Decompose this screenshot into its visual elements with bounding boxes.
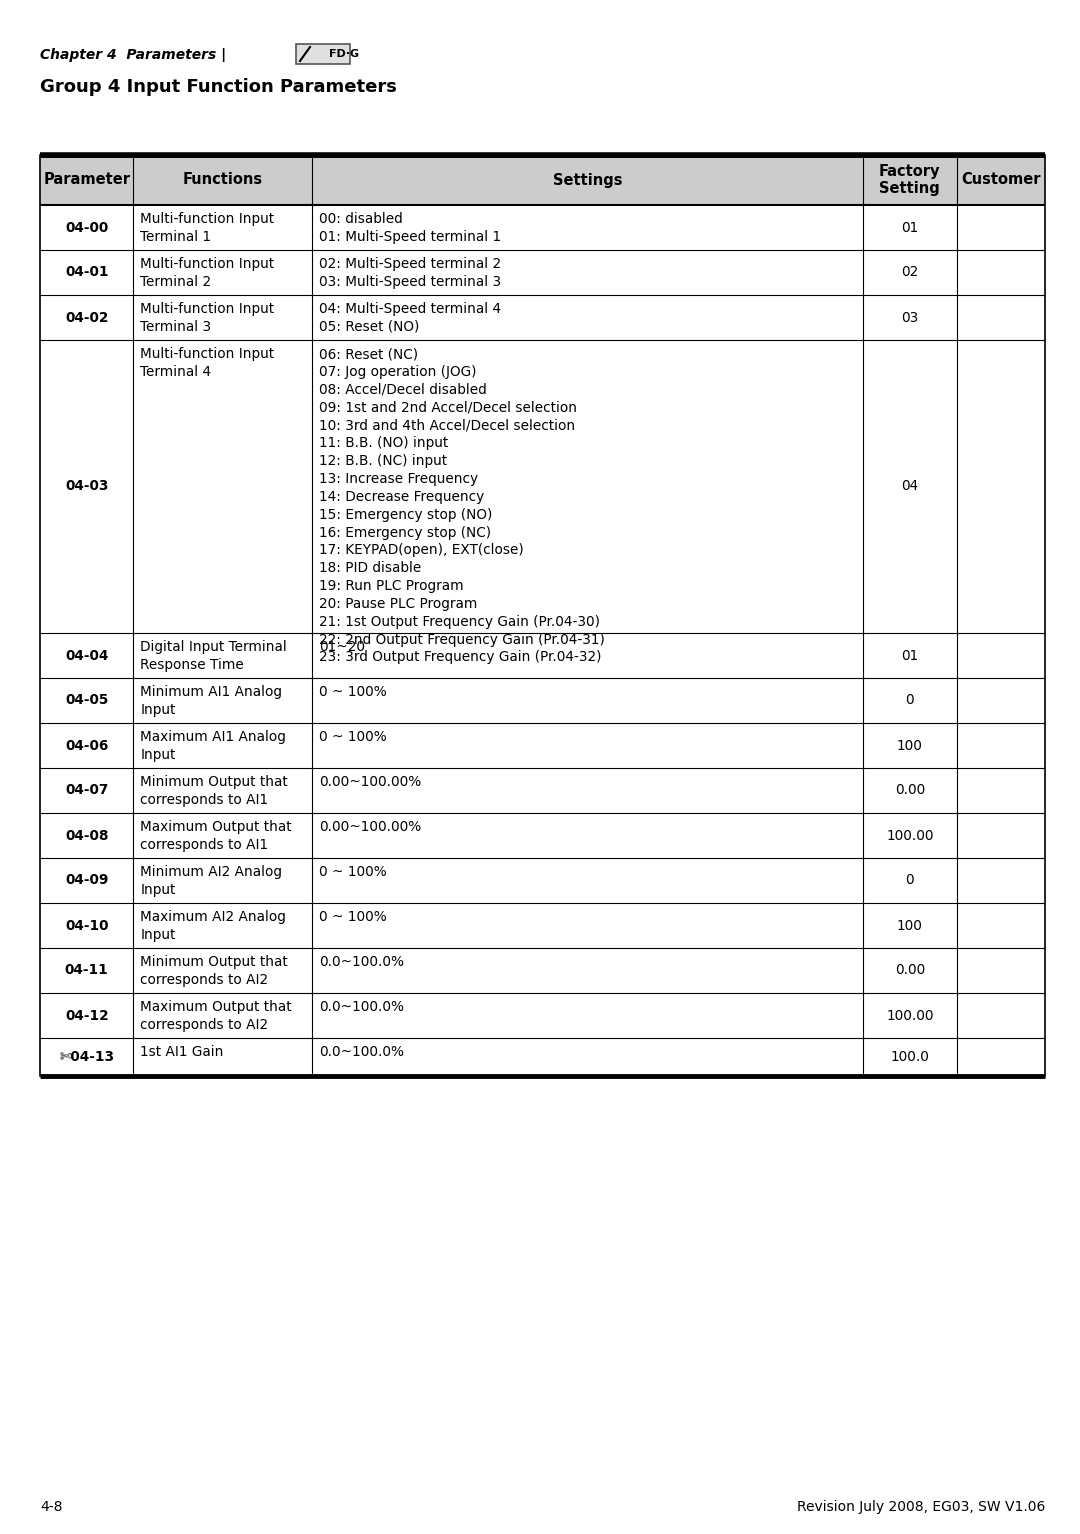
Text: 04-11: 04-11	[65, 963, 109, 977]
Text: Revision July 2008, EG03, SW V1.06: Revision July 2008, EG03, SW V1.06	[797, 1500, 1045, 1514]
Text: 03: 03	[901, 310, 918, 325]
Text: 100.00: 100.00	[886, 828, 933, 842]
Text: 04-04: 04-04	[65, 649, 108, 663]
Bar	[40, 250, 1045, 295]
Text: 04-01: 04-01	[65, 265, 108, 279]
Text: Multi-function Input
Terminal 4: Multi-function Input Terminal 4	[140, 347, 274, 379]
Text: 04-07: 04-07	[65, 784, 108, 798]
Text: 4-8: 4-8	[40, 1500, 63, 1514]
Text: Chapter 4  Parameters |: Chapter 4 Parameters |	[40, 48, 226, 61]
Text: Digital Input Terminal
Response Time: Digital Input Terminal Response Time	[140, 640, 287, 672]
Bar	[40, 813, 1045, 858]
Text: 0.00: 0.00	[894, 784, 924, 798]
Text: 06: Reset (NC)
07: Jog operation (JOG)
08: Accel/Decel disabled
09: 1st and 2nd : 06: Reset (NC) 07: Jog operation (JOG) 0…	[320, 347, 605, 664]
Text: Factory
Setting: Factory Setting	[879, 164, 941, 196]
Text: 04-08: 04-08	[65, 828, 108, 842]
Text: 0: 0	[905, 873, 914, 888]
Bar	[40, 341, 1045, 634]
Text: Group 4 Input Function Parameters: Group 4 Input Function Parameters	[40, 78, 396, 97]
Text: 04-02: 04-02	[65, 310, 108, 325]
Text: 04-09: 04-09	[65, 873, 108, 888]
Text: Maximum AI1 Analog
Input: Maximum AI1 Analog Input	[140, 730, 286, 762]
Text: Multi-function Input
Terminal 1: Multi-function Input Terminal 1	[140, 212, 274, 244]
Text: 0.0~100.0%: 0.0~100.0%	[320, 1000, 404, 1014]
Text: 0 ~ 100%: 0 ~ 100%	[320, 865, 387, 879]
Text: Multi-function Input
Terminal 3: Multi-function Input Terminal 3	[140, 302, 274, 334]
Bar	[40, 634, 1045, 678]
Text: 04: 04	[901, 480, 918, 494]
Text: 0.00: 0.00	[894, 963, 924, 977]
Text: 02: Multi-Speed terminal 2
03: Multi-Speed terminal 3: 02: Multi-Speed terminal 2 03: Multi-Spe…	[320, 258, 501, 288]
Text: 1st AI1 Gain: 1st AI1 Gain	[140, 1045, 224, 1058]
Bar	[40, 723, 1045, 769]
Text: 0.0~100.0%: 0.0~100.0%	[320, 1045, 404, 1058]
Bar	[296, 44, 350, 64]
Text: 0.0~100.0%: 0.0~100.0%	[320, 956, 404, 969]
Text: 04-00: 04-00	[65, 221, 108, 235]
Text: Customer: Customer	[961, 172, 1040, 187]
Bar	[40, 678, 1045, 723]
Text: Multi-function Input
Terminal 2: Multi-function Input Terminal 2	[140, 258, 274, 288]
Bar	[40, 769, 1045, 813]
Text: 0 ~ 100%: 0 ~ 100%	[320, 730, 387, 744]
Bar	[40, 858, 1045, 904]
Text: 0 ~ 100%: 0 ~ 100%	[320, 686, 387, 700]
Text: 0.00~100.00%: 0.00~100.00%	[320, 821, 421, 834]
Bar	[40, 904, 1045, 948]
Text: 04-05: 04-05	[65, 693, 108, 707]
Bar	[40, 1039, 1045, 1075]
Text: Parameter: Parameter	[43, 172, 131, 187]
Text: Minimum AI1 Analog
Input: Minimum AI1 Analog Input	[140, 686, 283, 716]
Text: 04-06: 04-06	[65, 738, 108, 753]
Text: 01~20: 01~20	[320, 640, 365, 653]
Bar	[40, 948, 1045, 992]
Text: Functions: Functions	[183, 172, 262, 187]
Text: 100: 100	[896, 738, 922, 753]
Text: 01: 01	[901, 221, 918, 235]
Text: 100: 100	[896, 919, 922, 933]
Text: Maximum Output that
corresponds to AI1: Maximum Output that corresponds to AI1	[140, 821, 292, 851]
Text: 02: 02	[901, 265, 918, 279]
Text: Minimum Output that
corresponds to AI1: Minimum Output that corresponds to AI1	[140, 775, 288, 807]
Text: 01: 01	[901, 649, 918, 663]
Text: 0.00~100.00%: 0.00~100.00%	[320, 775, 421, 788]
Text: Minimum Output that
corresponds to AI2: Minimum Output that corresponds to AI2	[140, 956, 288, 986]
Text: FD·G: FD·G	[329, 49, 360, 58]
Text: 100.0: 100.0	[890, 1049, 929, 1065]
Text: 04-12: 04-12	[65, 1008, 109, 1023]
Bar	[40, 155, 1045, 206]
Text: Minimum AI2 Analog
Input: Minimum AI2 Analog Input	[140, 865, 283, 897]
Text: 04: Multi-Speed terminal 4
05: Reset (NO): 04: Multi-Speed terminal 4 05: Reset (NO…	[320, 302, 501, 334]
Text: 00: disabled
01: Multi-Speed terminal 1: 00: disabled 01: Multi-Speed terminal 1	[320, 212, 501, 244]
Text: ✄04-13: ✄04-13	[59, 1049, 114, 1065]
Text: 04-10: 04-10	[65, 919, 108, 933]
Bar	[40, 295, 1045, 341]
Text: Maximum Output that
corresponds to AI2: Maximum Output that corresponds to AI2	[140, 1000, 292, 1032]
Text: Maximum AI2 Analog
Input: Maximum AI2 Analog Input	[140, 910, 286, 942]
Bar	[40, 992, 1045, 1039]
Text: 100.00: 100.00	[886, 1008, 933, 1023]
Bar	[40, 206, 1045, 250]
Text: 04-03: 04-03	[65, 480, 108, 494]
Text: Settings: Settings	[553, 172, 622, 187]
Text: 0 ~ 100%: 0 ~ 100%	[320, 910, 387, 923]
Text: 0: 0	[905, 693, 914, 707]
